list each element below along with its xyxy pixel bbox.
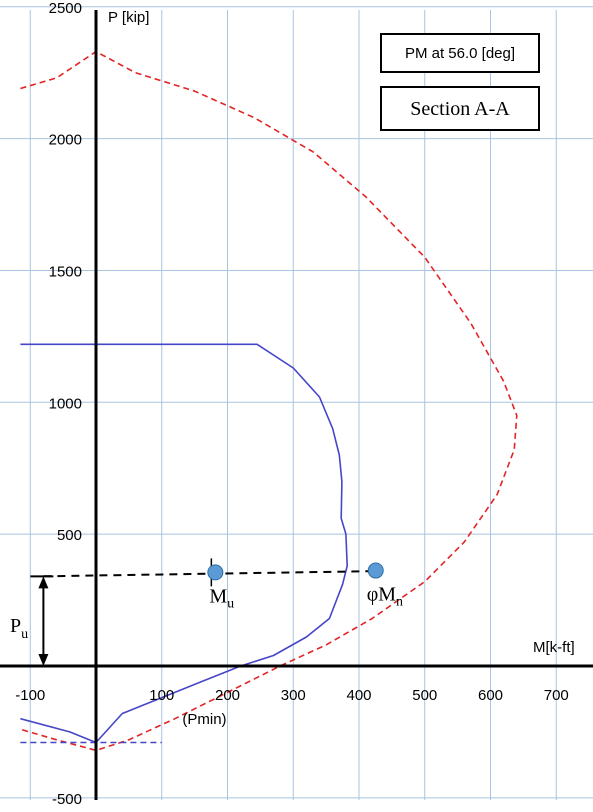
x-axis-label: M[k-ft] bbox=[533, 639, 575, 656]
curves bbox=[20, 50, 518, 752]
phimn-marker bbox=[367, 562, 384, 579]
x-tick-label: -100 bbox=[15, 687, 45, 704]
pmin-label: (Pmin) bbox=[182, 711, 226, 728]
nominal-strength-curve bbox=[20, 50, 518, 752]
phimn-subscript: n bbox=[396, 595, 403, 610]
x-tick-label: 700 bbox=[544, 687, 569, 704]
x-tick-label: 400 bbox=[346, 687, 371, 704]
y-axis-label: P [kip] bbox=[108, 9, 149, 26]
x-tick-label: 500 bbox=[412, 687, 437, 704]
pu-arrow-head-down bbox=[38, 654, 49, 666]
y-tick-label: -500 bbox=[52, 791, 82, 808]
section-box-text: Section A-A bbox=[410, 98, 510, 120]
axes bbox=[0, 10, 593, 800]
x-tick-label: 300 bbox=[281, 687, 306, 704]
x-tick-label: 600 bbox=[478, 687, 503, 704]
pu-arrow-head-up bbox=[38, 576, 49, 589]
y-tick-label: 1500 bbox=[49, 263, 82, 280]
tick-labels: 2500 2000 1500 1000 500 -500 -100 100 200 300 400 5… bbox=[15, 0, 569, 808]
x-tick-label: 200 bbox=[215, 687, 240, 704]
y-tick-label: 500 bbox=[57, 527, 82, 544]
section-box: Section A-A bbox=[380, 86, 540, 131]
x-tick-label: 100 bbox=[149, 687, 174, 704]
mu-marker bbox=[207, 564, 224, 581]
phimn-label: φMn bbox=[367, 584, 403, 610]
y-tick-label: 2000 bbox=[49, 132, 82, 149]
y-tick-label: 1000 bbox=[49, 395, 82, 412]
title-box: PM at 56.0 [deg] bbox=[380, 33, 540, 73]
mu-subscript: u bbox=[227, 596, 234, 611]
y-tick-label: 2500 bbox=[49, 0, 82, 17]
pu-label: Pu bbox=[10, 615, 28, 642]
grid-lines bbox=[0, 6, 593, 800]
title-box-text: PM at 56.0 [deg] bbox=[405, 45, 515, 62]
mu-label: Mu bbox=[209, 585, 234, 611]
pu-subscript: u bbox=[21, 627, 28, 642]
design-strength-curve bbox=[20, 343, 348, 744]
annotations: Pu Mu φMn bbox=[10, 558, 403, 666]
